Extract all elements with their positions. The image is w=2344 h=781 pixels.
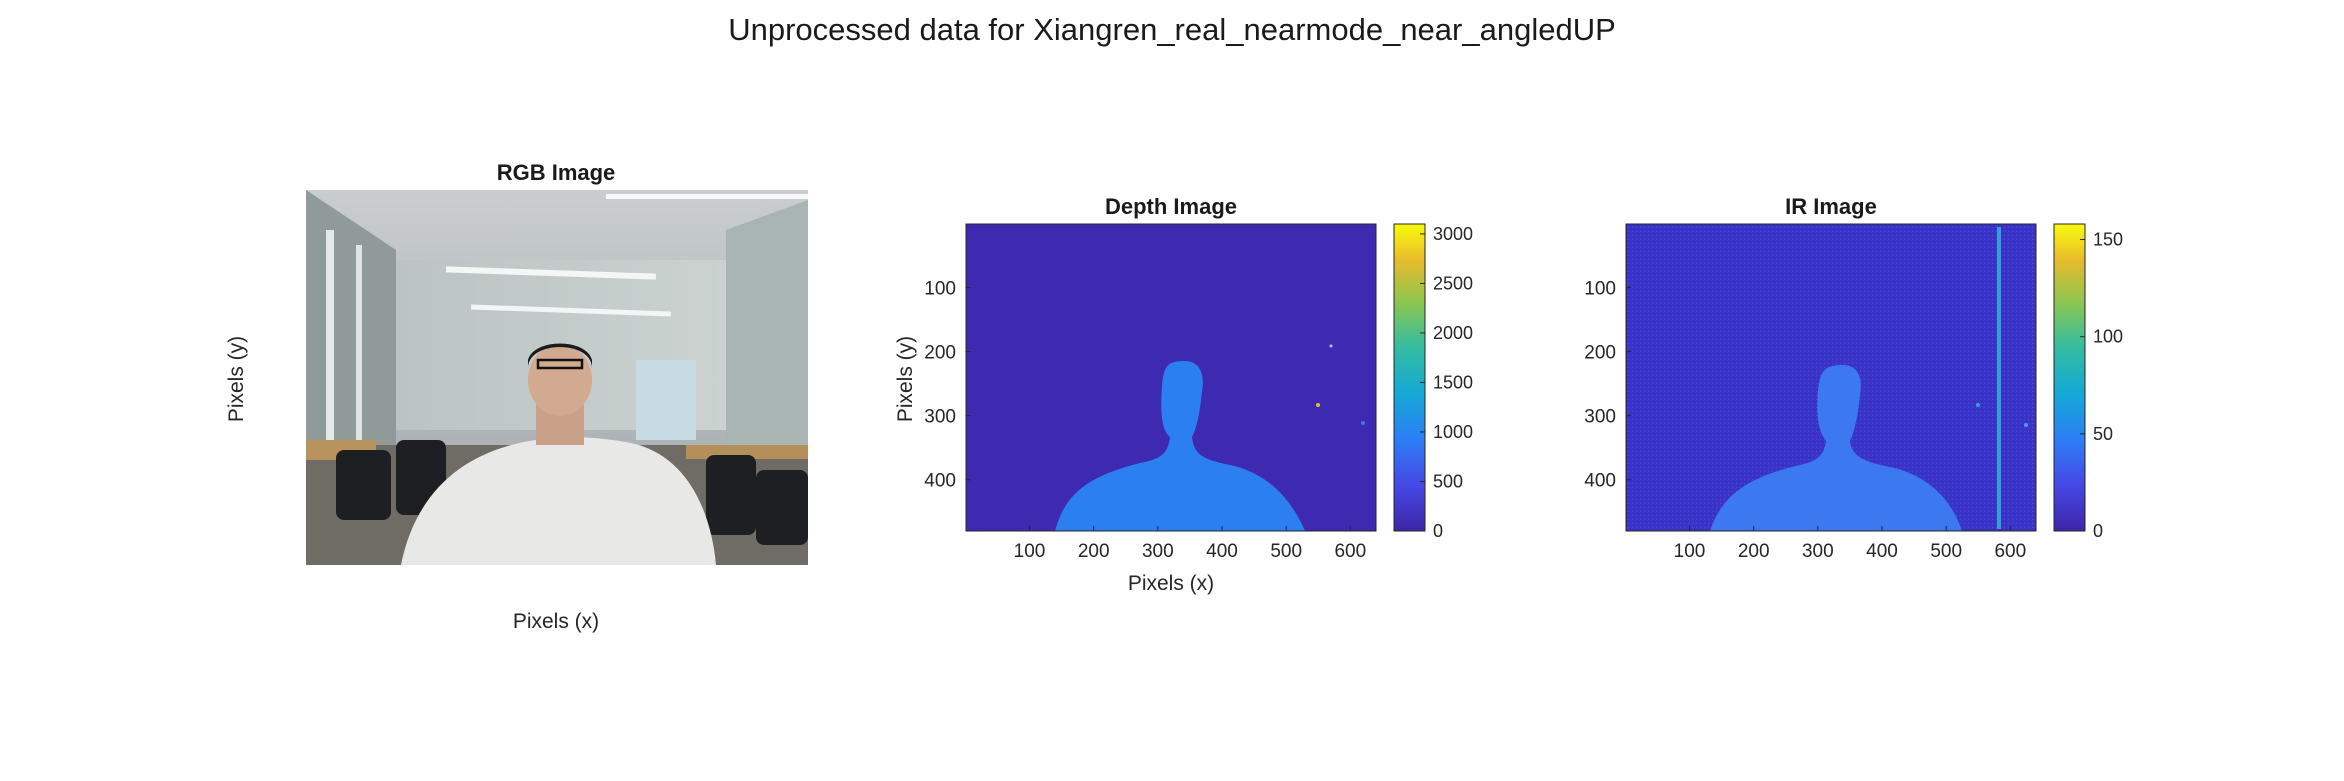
ir-ytick-label: 200 bbox=[1584, 343, 1616, 364]
depth-colorbar-tick-label: 3000 bbox=[1433, 224, 1473, 244]
ir-xtick-label: 600 bbox=[1994, 541, 2026, 562]
ir-xtick-label: 100 bbox=[1674, 541, 1706, 562]
depth-colorbar-tick-label: 1000 bbox=[1433, 422, 1473, 442]
depth-xtick-label: 100 bbox=[1014, 541, 1046, 562]
depth-xtick-label: 400 bbox=[1206, 541, 1238, 562]
ir-xtick-label: 500 bbox=[1930, 541, 1962, 562]
depth-colorbar-tick-label: 2500 bbox=[1433, 273, 1473, 293]
depth-xtick-label: 500 bbox=[1270, 541, 1302, 562]
depth-colorbar-tick-label: 1500 bbox=[1433, 372, 1473, 392]
rgb-panel-title: RGB Image bbox=[496, 160, 616, 185]
ir-axes-frame bbox=[1625, 223, 2037, 532]
depth-colorbar bbox=[1393, 223, 1426, 532]
depth-axes-frame bbox=[965, 223, 1377, 532]
ir-ytick-label: 400 bbox=[1584, 471, 1616, 492]
figure-title: Unprocessed data for Xiangren_real_nearm… bbox=[728, 12, 1616, 47]
ir-xtick-label: 400 bbox=[1866, 541, 1898, 562]
whiteboard bbox=[636, 360, 696, 440]
ir-panel-title: IR Image bbox=[1785, 194, 1877, 219]
ir-ytick-label: 100 bbox=[1584, 278, 1616, 299]
chair bbox=[706, 455, 756, 535]
depth-ytick-label: 400 bbox=[924, 471, 956, 492]
ir-colorbar-tick-label: 150 bbox=[2093, 230, 2123, 250]
person-head bbox=[528, 344, 592, 416]
depth-colorbar-tick-label: 0 bbox=[1433, 521, 1443, 541]
ir-xtick-label: 300 bbox=[1802, 541, 1834, 562]
rgb-ylabel: Pixels (y) bbox=[225, 335, 248, 423]
ir-xtick-label: 200 bbox=[1738, 541, 1770, 562]
person-glasses bbox=[536, 358, 584, 370]
ceiling-light bbox=[606, 194, 808, 199]
chair bbox=[336, 450, 391, 520]
ir-chart: 100 200 300 400 500 600 100 200 300 400 0 50 100 15… bbox=[1584, 223, 2123, 562]
ir-stripe bbox=[1997, 227, 2001, 529]
depth-colorbar-tick-label: 500 bbox=[1433, 471, 1463, 491]
ir-colorbar bbox=[2053, 223, 2086, 532]
ir-colorbar-tick-label: 0 bbox=[2093, 521, 2103, 541]
depth-outlier bbox=[1316, 403, 1320, 407]
ceiling-light bbox=[445, 266, 657, 280]
depth-ytick-label: 200 bbox=[924, 343, 956, 364]
depth-ytick-label: 300 bbox=[924, 407, 956, 428]
depth-chart: 100 200 300 400 500 600 100 200 300 400 0 500 1000… bbox=[924, 223, 1473, 562]
depth-panel-title: Depth Image bbox=[1104, 194, 1238, 219]
depth-colorbar-tick-label: 2000 bbox=[1433, 323, 1473, 343]
depth-xtick-label: 600 bbox=[1334, 541, 1366, 562]
ir-colorbar-tick-label: 50 bbox=[2093, 424, 2113, 444]
rgb-xlabel: Pixels (x) bbox=[512, 610, 600, 633]
ir-colorbar-tick-label: 100 bbox=[2093, 327, 2123, 347]
depth-xtick-label: 300 bbox=[1142, 541, 1174, 562]
rgb-image bbox=[306, 190, 808, 565]
ir-subject bbox=[1710, 365, 1962, 531]
depth-xlabel: Pixels (x) bbox=[1127, 572, 1215, 595]
ceiling-light bbox=[470, 304, 672, 317]
depth-xtick-label: 200 bbox=[1078, 541, 1110, 562]
ir-ytick-label: 300 bbox=[1584, 407, 1616, 428]
depth-ytick-label: 100 bbox=[924, 278, 956, 299]
person-shirt bbox=[401, 437, 716, 565]
depth-subject bbox=[1055, 361, 1305, 531]
chair bbox=[756, 470, 808, 545]
